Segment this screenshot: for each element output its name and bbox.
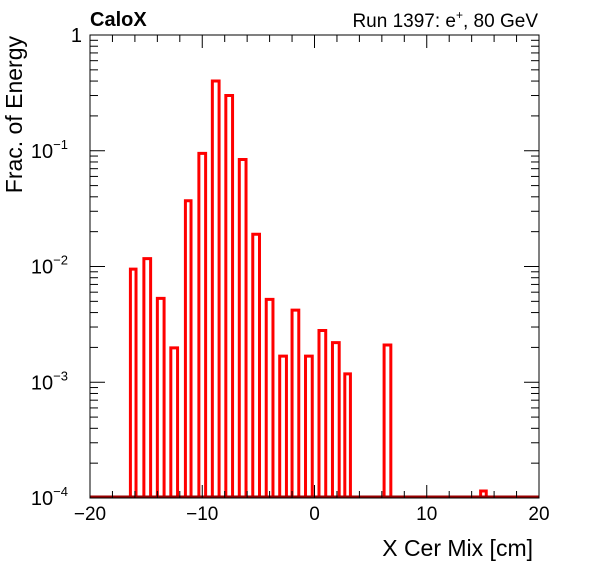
y-tick-label-1: 10−1 bbox=[31, 137, 68, 163]
histogram-bin-10 bbox=[264, 297, 275, 498]
y-axis-title: Frac. of Energy bbox=[1, 36, 27, 194]
y-tick-label-4: 10−4 bbox=[31, 484, 68, 510]
run-info-superscript: + bbox=[456, 8, 463, 22]
histogram-bin-7 bbox=[224, 94, 235, 498]
histogram-bin-2 bbox=[155, 296, 166, 498]
histogram-bin-18 bbox=[479, 489, 488, 498]
histogram-bin-3 bbox=[169, 346, 180, 498]
histogram-bin-13 bbox=[304, 354, 314, 498]
y-tick-label-3: 10−3 bbox=[31, 368, 68, 394]
histogram-bin-17 bbox=[382, 343, 393, 498]
x-tick-label-0: −20 bbox=[74, 504, 106, 525]
histogram-bin-9 bbox=[251, 232, 261, 498]
run-info: Run 1397: e+, 80 GeV bbox=[352, 8, 538, 32]
histogram-bin-11 bbox=[278, 354, 288, 498]
axis-ticks bbox=[89, 34, 540, 499]
histogram-bin-4 bbox=[183, 199, 193, 498]
histogram-bin-16 bbox=[343, 372, 352, 498]
histogram-bin-6 bbox=[210, 79, 221, 498]
y-tick-label-0: 1 bbox=[71, 25, 82, 47]
x-tick-label-3: 10 bbox=[416, 504, 437, 525]
histogram-bars bbox=[128, 79, 488, 498]
y-tick-label-2: 10−2 bbox=[31, 253, 68, 279]
histogram-bin-0 bbox=[128, 267, 138, 498]
histogram-bin-14 bbox=[317, 328, 328, 498]
histogram-bin-5 bbox=[197, 151, 208, 498]
tick-labels: −20 −10 0 10 20 1 10−1 10−2 10−3 10−4 bbox=[31, 25, 550, 525]
x-tick-label-2: 0 bbox=[309, 504, 320, 525]
experiment-label: CaloX bbox=[90, 9, 147, 31]
histogram-bin-15 bbox=[330, 341, 341, 498]
x-tick-label-4: 20 bbox=[528, 504, 549, 525]
x-tick-label-1: −10 bbox=[186, 504, 218, 525]
run-info-suffix: , 80 GeV bbox=[463, 11, 538, 32]
histogram-bin-8 bbox=[237, 158, 248, 498]
x-axis-title: X Cer Mix [cm] bbox=[382, 535, 533, 561]
histogram-bin-1 bbox=[142, 257, 153, 498]
histogram-bin-12 bbox=[290, 308, 301, 498]
run-info-prefix: Run 1397: e bbox=[352, 11, 456, 32]
